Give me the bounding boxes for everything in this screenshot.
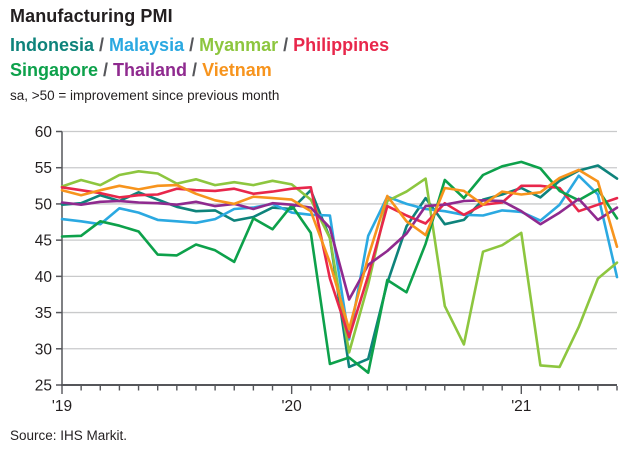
y-tick-label: 25 xyxy=(35,378,52,395)
legend-separator: / xyxy=(98,60,114,80)
x-tick-label-21: '21 xyxy=(511,398,531,415)
y-tick-label: 35 xyxy=(35,305,52,322)
legend-item-myanmar: Myanmar xyxy=(199,35,279,55)
chart-subtitle: sa, >50 = improvement since previous mon… xyxy=(10,88,280,103)
source-note: Source: IHS Markit. xyxy=(10,428,128,443)
legend-item-vietnam: Vietnam xyxy=(202,60,272,80)
legend-item-indonesia: Indonesia xyxy=(10,35,95,55)
chart-title: Manufacturing PMI xyxy=(10,6,173,26)
series-line-vietnam xyxy=(60,168,619,331)
y-tick-label: 55 xyxy=(35,160,52,177)
legend-separator: / xyxy=(94,35,110,55)
x-tick-label-20: '20 xyxy=(282,398,303,415)
legend-item-malaysia: Malaysia xyxy=(109,35,185,55)
legend-item-philippines: Philippines xyxy=(293,35,390,55)
legend-separator: / xyxy=(278,35,294,55)
y-tick-label: 30 xyxy=(35,341,53,358)
series-line-thailand xyxy=(60,197,619,301)
chart-legend: Indonesia / Malaysia / Myanmar / Philipp… xyxy=(10,33,389,83)
y-tick-label: 60 xyxy=(35,124,53,141)
y-tick-label: 40 xyxy=(35,269,53,286)
legend-row-2: Singapore / Thailand / Vietnam xyxy=(10,58,389,83)
legend-separator: / xyxy=(187,60,203,80)
legend-item-thailand: Thailand xyxy=(113,60,188,80)
series-line-philippines xyxy=(60,184,619,339)
x-tick-label-19: '19 xyxy=(52,398,72,415)
series-line-singapore xyxy=(60,160,619,375)
y-tick-label: 50 xyxy=(35,196,53,213)
legend-separator: / xyxy=(184,35,200,55)
legend-item-singapore: Singapore xyxy=(10,60,99,80)
legend-row-1: Indonesia / Malaysia / Myanmar / Philipp… xyxy=(10,33,389,58)
y-tick-label: 45 xyxy=(35,233,52,250)
